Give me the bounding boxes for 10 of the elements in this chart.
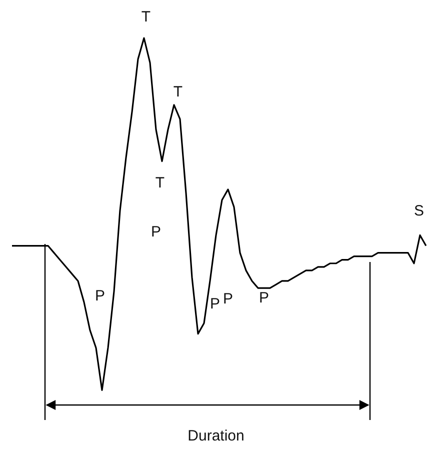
annotation: P bbox=[258, 290, 270, 306]
annotation: P bbox=[94, 288, 106, 304]
annotation: P bbox=[222, 290, 234, 308]
annotation: T bbox=[173, 84, 183, 100]
text: Duration bbox=[188, 428, 244, 444]
text: T bbox=[141, 8, 151, 26]
annotation: T bbox=[155, 174, 165, 192]
annotation: P bbox=[210, 296, 220, 312]
annotation: S bbox=[414, 202, 424, 220]
annotation: P bbox=[150, 224, 162, 240]
